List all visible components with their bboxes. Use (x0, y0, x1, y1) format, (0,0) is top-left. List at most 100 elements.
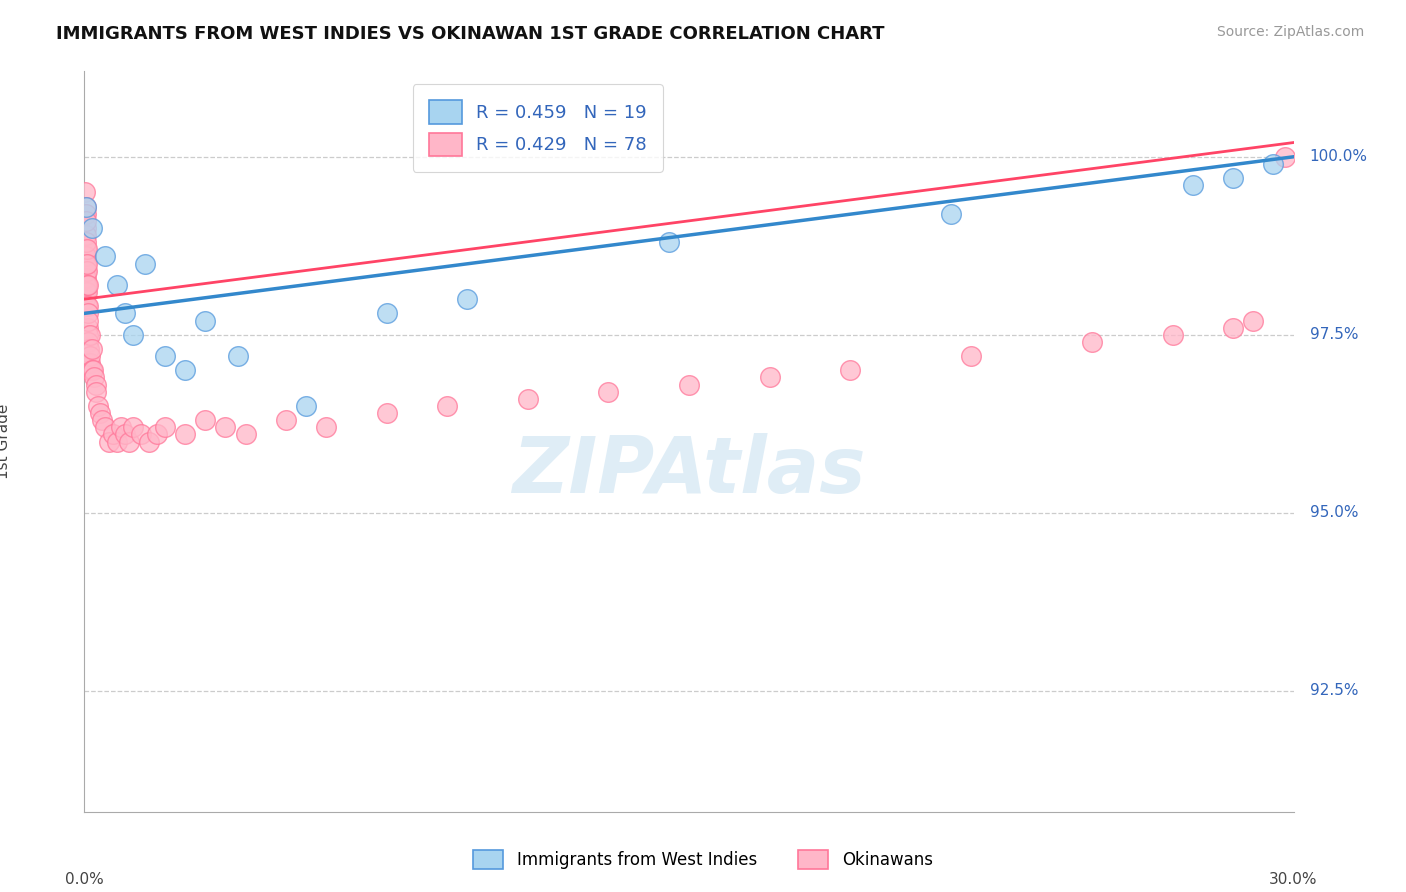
Text: Source: ZipAtlas.com: Source: ZipAtlas.com (1216, 25, 1364, 39)
Point (76, 299, 98, 313)
Point (79, 349, 101, 363)
Point (77, 363, 100, 377)
Point (76, 263, 98, 277)
Point (758, 370, 780, 384)
Point (146, 427, 169, 442)
Point (839, 363, 862, 377)
Point (456, 292, 478, 306)
Point (658, 235, 681, 250)
Point (93, 250, 115, 264)
Point (194, 413, 217, 427)
Text: ZIPAtlas: ZIPAtlas (512, 434, 866, 509)
Point (75, 200, 97, 214)
Point (114, 427, 136, 442)
Point (76, 277, 98, 292)
Point (75, 270, 97, 285)
Point (79, 356, 101, 370)
Point (960, 349, 983, 363)
Point (1222, 320, 1244, 334)
Point (75, 228, 97, 243)
Point (75, 207, 97, 221)
Point (1222, 171, 1244, 186)
Point (75, 243, 97, 257)
Point (105, 277, 128, 292)
Point (75, 292, 97, 306)
Point (75, 235, 97, 250)
Point (1161, 327, 1184, 342)
Point (121, 420, 143, 434)
Point (82, 221, 104, 235)
Text: 100.0%: 100.0% (1309, 149, 1368, 164)
Point (75, 250, 97, 264)
Point (134, 256, 156, 270)
Point (77, 342, 100, 356)
Text: 0.0%: 0.0% (65, 872, 104, 888)
Point (75, 186, 97, 200)
Text: 30.0%: 30.0% (1270, 872, 1317, 888)
Point (89, 406, 111, 420)
Point (75, 263, 97, 277)
Point (118, 434, 141, 449)
Point (76, 243, 98, 257)
Point (110, 420, 132, 434)
Point (83, 370, 105, 384)
Point (87, 399, 110, 413)
Point (194, 313, 217, 327)
Legend: Immigrants from West Indies, Okinawans: Immigrants from West Indies, Okinawans (463, 840, 943, 880)
Legend: R = 0.459   N = 19, R = 0.429   N = 78: R = 0.459 N = 19, R = 0.429 N = 78 (413, 84, 662, 172)
Text: 92.5%: 92.5% (1309, 683, 1358, 698)
Point (226, 349, 249, 363)
Text: 95.0%: 95.0% (1309, 505, 1358, 520)
Point (214, 420, 236, 434)
Point (76, 299, 98, 313)
Point (315, 420, 337, 434)
Point (77, 334, 100, 349)
Text: 1st Grade: 1st Grade (0, 404, 11, 479)
Point (153, 420, 176, 434)
Point (77, 356, 100, 370)
Point (138, 434, 160, 449)
Point (75, 221, 97, 235)
Point (153, 349, 176, 363)
Point (436, 399, 458, 413)
Point (82, 363, 104, 377)
Point (80, 363, 103, 377)
Point (1241, 313, 1264, 327)
Point (75, 228, 97, 243)
Point (75, 285, 97, 299)
Point (235, 427, 257, 442)
Point (174, 427, 197, 442)
Point (375, 406, 398, 420)
Point (75, 200, 97, 214)
Point (295, 399, 318, 413)
Point (129, 427, 152, 442)
Point (1263, 157, 1285, 171)
Point (939, 207, 962, 221)
Point (174, 363, 197, 377)
Point (75, 214, 97, 228)
Text: 97.5%: 97.5% (1309, 327, 1358, 343)
Point (105, 434, 128, 449)
Point (76, 277, 98, 292)
Point (598, 384, 620, 399)
Point (76, 285, 98, 299)
Point (101, 427, 124, 442)
Point (274, 413, 297, 427)
Point (76, 256, 98, 270)
Point (75, 277, 97, 292)
Point (76, 320, 98, 334)
Point (1274, 150, 1296, 164)
Point (114, 306, 136, 320)
Point (77, 306, 100, 320)
Point (82, 342, 104, 356)
Point (75, 207, 97, 221)
Point (75, 250, 97, 264)
Point (77, 313, 100, 327)
Point (86, 384, 108, 399)
Point (75, 256, 97, 270)
Point (79, 327, 101, 342)
Point (1081, 334, 1104, 349)
Text: IMMIGRANTS FROM WEST INDIES VS OKINAWAN 1ST GRADE CORRELATION CHART: IMMIGRANTS FROM WEST INDIES VS OKINAWAN … (56, 25, 884, 43)
Point (93, 420, 115, 434)
Point (97, 434, 120, 449)
